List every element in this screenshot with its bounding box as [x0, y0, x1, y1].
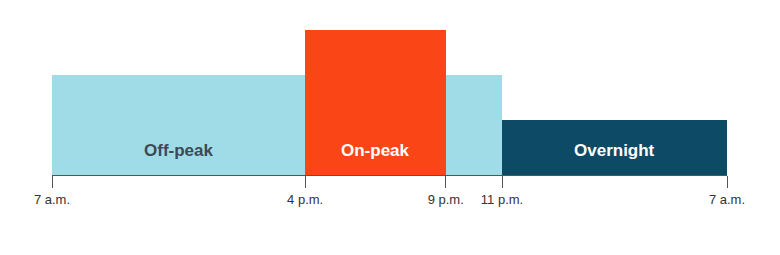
svg-text:On-peak: On-peak — [341, 141, 410, 160]
svg-text:Overnight: Overnight — [574, 141, 655, 160]
svg-text:11 p.m.: 11 p.m. — [481, 192, 523, 207]
svg-text:7 a.m.: 7 a.m. — [34, 192, 70, 207]
svg-text:9 p.m.: 9 p.m. — [428, 192, 464, 207]
svg-text:Off-peak: Off-peak — [144, 141, 214, 160]
svg-text:7 a.m.: 7 a.m. — [709, 192, 745, 207]
svg-text:4 p.m.: 4 p.m. — [287, 192, 323, 207]
